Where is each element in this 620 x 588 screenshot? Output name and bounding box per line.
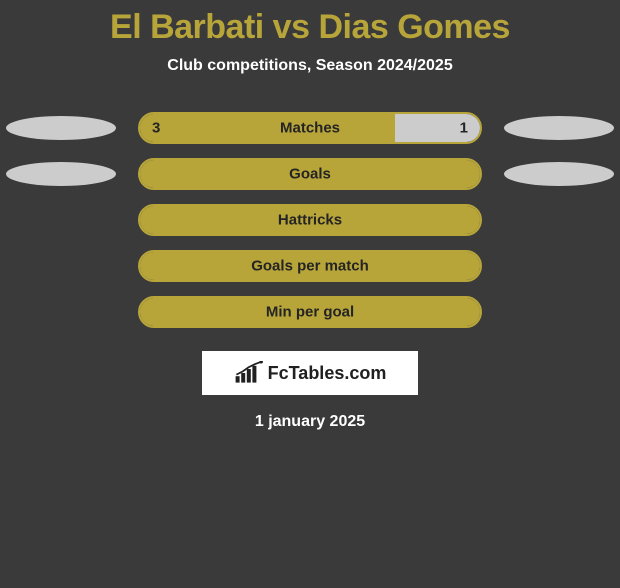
footer-date: 1 january 2025 bbox=[0, 413, 620, 431]
stat-row: Min per goal bbox=[0, 289, 620, 335]
stat-bar: Matches 3 1 bbox=[138, 112, 482, 144]
subtitle: Club competitions, Season 2024/2025 bbox=[0, 57, 620, 75]
stat-bar-label: Hattricks bbox=[278, 212, 342, 229]
branding-badge: FcTables.com bbox=[202, 351, 418, 395]
stat-bar-label: Goals per match bbox=[251, 258, 369, 275]
stat-bar: Goals per match bbox=[138, 250, 482, 282]
stat-bar-label: Matches bbox=[280, 120, 340, 137]
stat-bar-fill-left bbox=[140, 114, 395, 142]
player-right-ellipse bbox=[504, 116, 614, 140]
branding-text: FcTables.com bbox=[268, 363, 387, 384]
stat-value-left: 3 bbox=[152, 120, 160, 137]
stat-row: Goals per match bbox=[0, 243, 620, 289]
stat-bar-label: Goals bbox=[289, 166, 331, 183]
player-right-ellipse bbox=[504, 162, 614, 186]
stats-area: Matches 3 1 Goals Hattricks Goals per match Mi… bbox=[0, 105, 620, 335]
stat-bar-label: Min per goal bbox=[266, 304, 354, 321]
player-left-ellipse bbox=[6, 116, 116, 140]
stat-row: Matches 3 1 bbox=[0, 105, 620, 151]
stat-row: Goals bbox=[0, 151, 620, 197]
stat-bar: Goals bbox=[138, 158, 482, 190]
chart-icon bbox=[234, 361, 266, 385]
page-title: El Barbati vs Dias Gomes bbox=[0, 8, 620, 47]
stat-bar: Hattricks bbox=[138, 204, 482, 236]
player-left-ellipse bbox=[6, 162, 116, 186]
stat-bar: Min per goal bbox=[138, 296, 482, 328]
stat-value-right: 1 bbox=[460, 120, 468, 137]
stat-row: Hattricks bbox=[0, 197, 620, 243]
